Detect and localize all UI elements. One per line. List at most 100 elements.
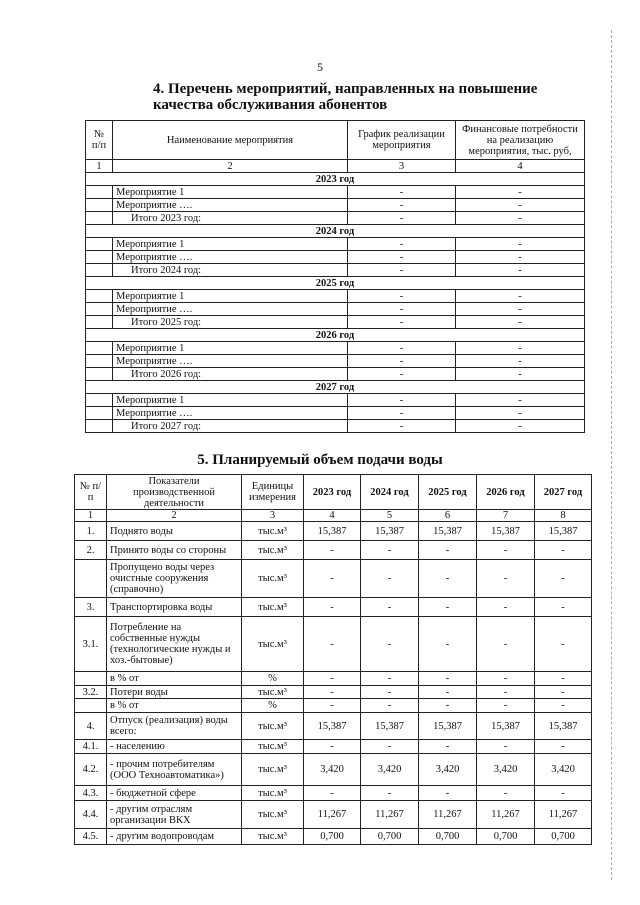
value-2026-cell: - — [476, 698, 535, 713]
value-2024-cell: 11,267 — [360, 800, 419, 829]
row-number-cell — [85, 198, 113, 212]
scan-edge — [611, 30, 613, 880]
indicator-name-cell: - бюджетной сфере — [106, 785, 242, 801]
value-2026-cell: 11,267 — [476, 800, 535, 829]
finance-cell: - — [455, 302, 585, 316]
table-row: Мероприятие 1-- — [85, 289, 585, 303]
table-row: Мероприятие …. - - — [85, 302, 585, 316]
indicator-name-cell: Отпуск (реализация) воды всего: — [106, 712, 242, 740]
column-number-cell: 8 — [534, 509, 592, 522]
unit-cell: тыс.м³ — [241, 800, 304, 829]
indicator-name-cell: Принято воды со стороны — [106, 540, 242, 560]
indicator-name-cell: - другим отраслям организации ВКХ — [106, 800, 242, 829]
value-2024-cell: 15,387 — [360, 712, 419, 740]
schedule-cell: - — [347, 367, 456, 381]
value-2023-cell: - — [303, 597, 361, 617]
activity-name: Мероприятие …. — [112, 354, 348, 368]
water-supply-table: № п/п Показатели производственной деятель… — [74, 474, 592, 845]
finance-cell: - — [455, 237, 585, 251]
finance-cell: - — [455, 354, 585, 368]
year-row: 2025 год — [85, 276, 585, 290]
value-2025-cell: - — [418, 739, 477, 754]
table-row: Итого 2027 год: - - — [85, 419, 585, 433]
indicator-name-cell: в % от — [106, 698, 242, 713]
table-row: 4.1. - населению тыс.м³ - - - - - — [74, 739, 592, 754]
finance-cell: - — [455, 393, 585, 407]
activity-name: Итого 2026 год: — [112, 367, 348, 381]
year-row: 2024 год — [85, 224, 585, 238]
header-cell: Наименование мероприятия — [112, 120, 348, 160]
value-2024-cell: - — [360, 739, 419, 754]
table-row: 3.1. Потребление на собственные нужды (те… — [74, 616, 592, 672]
finance-cell: - — [455, 250, 585, 264]
row-number-cell: 4. — [74, 712, 107, 740]
finance-cell: - — [455, 198, 585, 212]
table-row: Мероприятие 1-- — [85, 237, 585, 251]
finance-cell: - — [455, 341, 585, 355]
value-2023-cell: - — [303, 671, 361, 686]
table-header-row: № п/п Показатели производственной деятель… — [74, 474, 592, 510]
finance-cell: - — [455, 289, 585, 303]
value-2025-cell: - — [418, 671, 477, 686]
activity-name: Итого 2023 год: — [112, 211, 348, 225]
value-2026-cell: - — [476, 785, 535, 801]
value-2023-cell: - — [303, 559, 361, 598]
column-number-cell: 6 — [418, 509, 477, 522]
page-number: 5 — [317, 60, 323, 74]
header-cell: График реализации мероприятия — [347, 120, 456, 160]
value-2027-cell: 11,267 — [534, 800, 592, 829]
year-label: 2025 год — [85, 276, 585, 290]
activity-name: Мероприятие 1 — [112, 237, 348, 251]
column-number-cell: 3 — [241, 509, 304, 522]
value-2027-cell: 15,387 — [534, 712, 592, 740]
row-number-cell — [74, 671, 107, 686]
value-2025-cell: 15,387 — [418, 712, 477, 740]
row-number-cell: 3.2. — [74, 685, 107, 699]
value-2023-cell: 3,420 — [303, 753, 361, 786]
value-2023-cell: 15,387 — [303, 521, 361, 541]
column-number-cell: 3 — [347, 159, 456, 173]
value-2025-cell: - — [418, 785, 477, 801]
value-2026-cell: - — [476, 616, 535, 672]
column-number-cell: 7 — [476, 509, 535, 522]
value-2026-cell: 0,700 — [476, 828, 535, 845]
indicator-name-cell: Транспортировка воды — [106, 597, 242, 617]
table-header-row: № п/п Наименование мероприятия График реал… — [85, 120, 585, 160]
value-2023-cell: - — [303, 685, 361, 699]
value-2024-cell: - — [360, 616, 419, 672]
value-2025-cell: 11,267 — [418, 800, 477, 829]
row-number-cell: 4.1. — [74, 739, 107, 754]
value-2023-cell: - — [303, 739, 361, 754]
indicator-name-cell: Потери воды — [106, 685, 242, 699]
value-2024-cell: - — [360, 540, 419, 560]
schedule-cell: - — [347, 250, 456, 264]
value-2025-cell: 15,387 — [418, 521, 477, 541]
value-2027-cell: - — [534, 616, 592, 672]
finance-cell: - — [455, 315, 585, 329]
schedule-cell: - — [347, 185, 456, 199]
row-number-cell: 3.1. — [74, 616, 107, 672]
value-2025-cell: 3,420 — [418, 753, 477, 786]
row-number-cell: 4.3. — [74, 785, 107, 801]
table-row: в % от% - - - - - — [74, 671, 592, 686]
value-2024-cell: - — [360, 698, 419, 713]
unit-cell: тыс.м³ — [241, 685, 304, 699]
year-label: 2024 год — [85, 224, 585, 238]
row-number-cell — [85, 211, 113, 225]
value-2026-cell: - — [476, 597, 535, 617]
value-2027-cell: - — [534, 698, 592, 713]
row-number-cell: 1. — [74, 521, 107, 541]
row-number-cell — [85, 263, 113, 277]
unit-cell: тыс.м³ — [241, 785, 304, 801]
schedule-cell: - — [347, 263, 456, 277]
schedule-cell: - — [347, 393, 456, 407]
table-row: 4.4. - другим отраслям организации ВКХ тыс… — [74, 800, 592, 829]
value-2027-cell: - — [534, 540, 592, 560]
value-2023-cell: - — [303, 785, 361, 801]
unit-cell: % — [241, 671, 304, 686]
indicator-name-cell: - прочим потребителям (ООО Техноавтомати… — [106, 753, 242, 786]
table-row: Мероприятие 1-- — [85, 393, 585, 407]
value-2026-cell: 15,387 — [476, 712, 535, 740]
table-row: Итого 2023 год: - - — [85, 211, 585, 225]
value-2024-cell: 15,387 — [360, 521, 419, 541]
